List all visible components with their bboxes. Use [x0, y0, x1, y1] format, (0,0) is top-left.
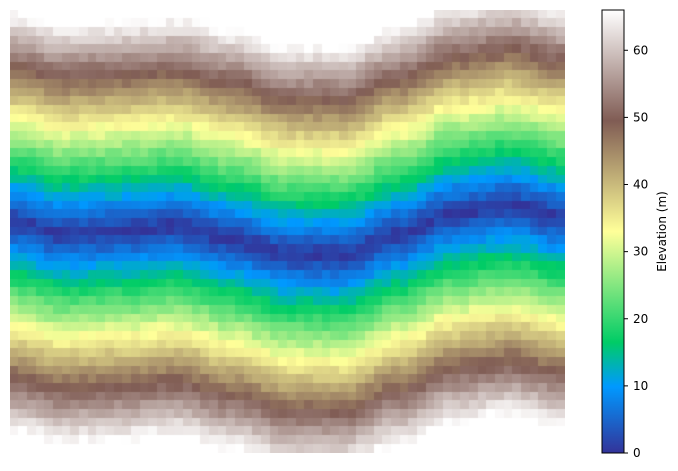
colorbar-tick-label: 30	[633, 245, 648, 259]
colorbar-tick-label: 50	[633, 110, 648, 124]
heatmap	[10, 10, 565, 453]
colorbar-label: Elevation (m)	[655, 191, 669, 272]
colorbar-tick-label: 60	[633, 43, 648, 57]
colorbar: 0 10 20 30 40 50 60 Elevation (m)	[601, 9, 669, 460]
colorbar-ticks: 0 10 20 30 40 50 60	[624, 43, 648, 460]
colorbar-tick-label: 0	[633, 446, 641, 460]
colorbar-frame	[601, 9, 625, 454]
colorbar-tick-label: 10	[633, 379, 648, 393]
colorbar-tick-label: 20	[633, 312, 648, 326]
colorbar-tick-label: 40	[633, 178, 648, 192]
colorbar-gradient	[602, 10, 624, 453]
